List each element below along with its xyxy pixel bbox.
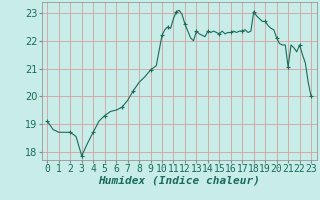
- X-axis label: Humidex (Indice chaleur): Humidex (Indice chaleur): [98, 176, 260, 186]
